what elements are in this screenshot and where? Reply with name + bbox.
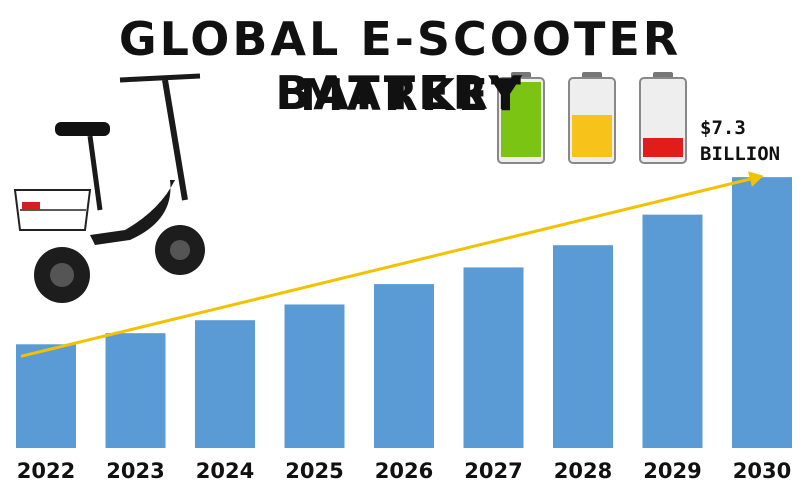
x-tick-label-2028: 2028 xyxy=(554,459,612,483)
trend-arrow-head xyxy=(748,171,764,187)
x-tick-label-2029: 2029 xyxy=(643,459,701,483)
scooter-image xyxy=(13,73,205,303)
battery-low-icon xyxy=(639,72,687,164)
bar-2029 xyxy=(642,214,703,448)
x-tick-label-2025: 2025 xyxy=(285,459,343,483)
bars-group xyxy=(16,177,792,448)
value-callout: $7.3 BILLION xyxy=(700,115,780,167)
bar-2022 xyxy=(16,344,76,448)
bar-2027 xyxy=(463,267,524,448)
x-tick-label-2022: 2022 xyxy=(17,459,75,483)
x-tick-labels: 2022 2023 2024 2025 2026 2027 2028 2029 2030 xyxy=(17,459,791,483)
x-tick-label-2023: 2023 xyxy=(106,459,164,483)
bar-2025 xyxy=(284,304,345,448)
x-tick-label-2024: 2024 xyxy=(196,459,254,483)
battery-half-icon xyxy=(568,72,616,164)
x-tick-label-2030: 2030 xyxy=(733,459,791,483)
callout-value: $7.3 xyxy=(700,117,746,139)
bar-2026 xyxy=(374,284,434,448)
x-tick-label-2027: 2027 xyxy=(464,459,522,483)
trend-arrow-line xyxy=(20,177,751,358)
bar-2024 xyxy=(195,320,255,448)
bar-2028 xyxy=(553,245,613,448)
callout-unit: BILLION xyxy=(700,143,781,165)
chart-title-line1: GLOBAL E-SCOOTER BATTERY xyxy=(118,12,682,120)
chart-title-line2: MARKET xyxy=(300,70,524,121)
bar-2030 xyxy=(732,177,792,448)
x-tick-label-2026: 2026 xyxy=(375,459,433,483)
bar-2023 xyxy=(105,333,166,448)
battery-full-icon xyxy=(497,72,545,164)
